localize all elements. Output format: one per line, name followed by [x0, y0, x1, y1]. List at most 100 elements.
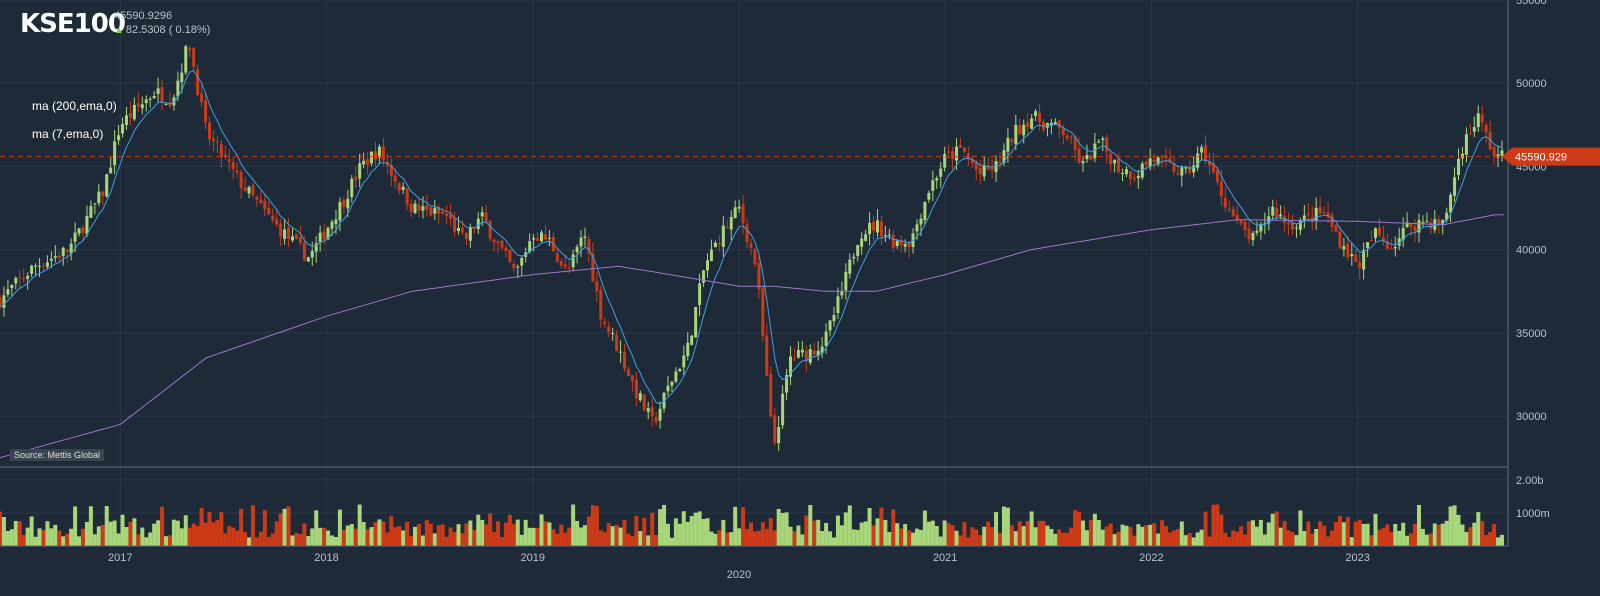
volume-tick-label: 1000m — [1516, 508, 1550, 520]
candle-body — [1437, 218, 1441, 225]
candle-body — [1287, 222, 1291, 225]
volume-bar — [1266, 522, 1271, 546]
volume-bar — [598, 530, 603, 546]
volume-bar — [440, 524, 445, 546]
candle-body — [1085, 154, 1089, 160]
volume-bar — [21, 534, 26, 546]
indicator-ma200-label[interactable]: ma (200,ema,0) — [32, 99, 117, 113]
volume-bar — [926, 521, 931, 546]
volume-bar — [1029, 511, 1034, 546]
candle-body — [1425, 221, 1429, 223]
candle-body — [721, 225, 725, 247]
candle-body — [338, 202, 342, 221]
volume-bar — [843, 512, 848, 546]
candle-body — [117, 135, 121, 141]
volume-bar — [322, 527, 327, 546]
volume-bar — [590, 505, 595, 546]
candle-body — [97, 191, 101, 203]
volume-bar — [1005, 507, 1010, 546]
candle-body — [528, 241, 532, 253]
candle-body — [555, 253, 559, 262]
volume-bar — [286, 506, 291, 546]
volume-bar — [460, 533, 465, 546]
volume-bar — [1045, 525, 1050, 546]
volume-bar — [278, 513, 283, 546]
volume-bar — [689, 515, 694, 546]
volume-bar — [563, 532, 568, 546]
volume-bar — [53, 524, 58, 546]
candle-body — [1227, 208, 1231, 210]
volume-bar — [614, 524, 619, 546]
candle-body — [559, 261, 563, 266]
candle-body — [259, 199, 263, 203]
volume-bar — [515, 519, 520, 546]
candle-body — [682, 355, 686, 368]
volume-bar — [1322, 525, 1327, 546]
volume-bar — [693, 512, 698, 546]
candle-body — [1223, 197, 1227, 208]
price-tick-label: 35000 — [1516, 328, 1547, 340]
candle-body — [1476, 113, 1480, 128]
volume-bar — [77, 536, 82, 546]
volume-bar — [610, 526, 615, 546]
indicator-ma7-label[interactable]: ma (7,ema,0) — [32, 127, 104, 141]
volume-bar — [1361, 523, 1366, 546]
candle-body — [749, 243, 753, 248]
chart-grid — [0, 0, 1508, 546]
volume-bar — [1124, 525, 1129, 546]
candle-body — [626, 369, 630, 377]
volume-bar — [444, 536, 449, 546]
candle-body — [437, 206, 441, 214]
volume-bar — [349, 524, 354, 546]
candle-body — [872, 221, 876, 231]
volume-bar — [669, 537, 674, 546]
candle-body — [405, 188, 409, 205]
volume-bar — [630, 536, 635, 546]
volume-bar — [1397, 530, 1402, 546]
volume-bar — [183, 515, 188, 546]
volume-bar — [966, 537, 971, 546]
candle-body — [1385, 240, 1389, 249]
volume-bar — [254, 537, 259, 546]
volume-bar — [1171, 530, 1176, 546]
volume-bar — [341, 529, 346, 546]
candle-body — [14, 277, 18, 284]
candle-body — [591, 253, 595, 282]
candle-body — [812, 350, 816, 355]
candle-body — [85, 215, 89, 235]
volume-bar — [357, 504, 362, 546]
volume-bar — [776, 508, 781, 546]
volume-bar — [1385, 524, 1390, 546]
candle-body — [982, 165, 986, 177]
volume-bar — [1195, 532, 1200, 546]
volume-bar — [1337, 515, 1342, 546]
volume-bar — [1484, 535, 1489, 546]
candle-body — [781, 393, 785, 426]
candle-body — [1457, 158, 1461, 175]
candle-body — [65, 249, 69, 252]
volume-bar — [1254, 526, 1259, 546]
candle-body — [18, 277, 22, 279]
volume-bar — [1499, 534, 1504, 546]
volume-bar — [330, 535, 335, 546]
volume-bar — [397, 526, 402, 546]
candle-body — [1105, 137, 1109, 152]
volume-bar — [1081, 520, 1086, 546]
volume-bar — [970, 527, 975, 546]
volume-bar — [1290, 531, 1295, 546]
candle-body — [1496, 154, 1500, 158]
candle-body — [990, 168, 994, 171]
candle-body — [1077, 148, 1081, 163]
candle-body — [1172, 162, 1176, 173]
candle-body — [1441, 219, 1445, 225]
candle-body — [1109, 153, 1113, 165]
volume-bar — [1258, 519, 1263, 546]
volume-bar — [171, 519, 176, 546]
candle-body — [1176, 173, 1180, 175]
volume-bar — [800, 534, 805, 546]
candle-body — [45, 262, 49, 267]
volume-bar — [519, 534, 524, 546]
candle-body — [22, 278, 26, 280]
candle-body — [1026, 122, 1030, 128]
